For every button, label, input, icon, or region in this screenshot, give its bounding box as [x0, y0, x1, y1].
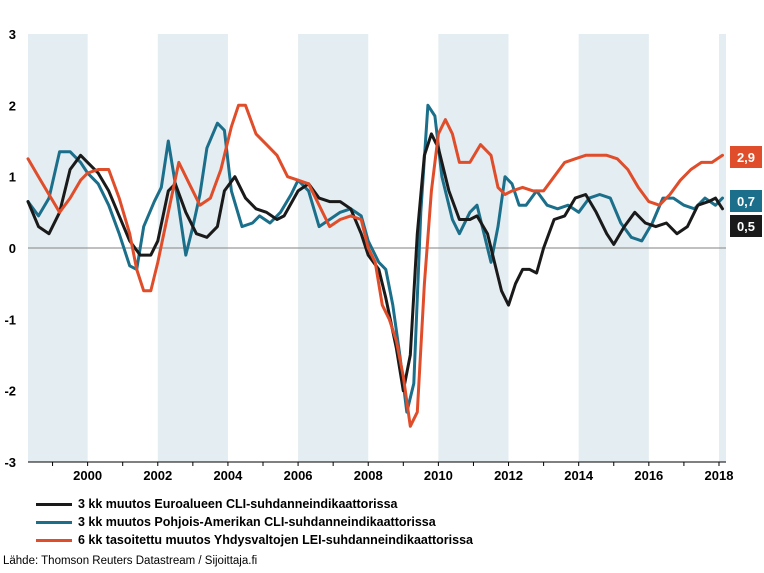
end-label: 2,9 [737, 150, 755, 165]
y-tick-label: 0 [9, 241, 16, 256]
y-tick-label: 2 [9, 98, 16, 113]
end-label: 0,5 [737, 219, 755, 234]
end-label: 0,7 [737, 194, 755, 209]
legend-label: 3 kk muutos Euroalueen CLI-suhdanneindik… [78, 497, 398, 511]
y-axis: 3 2 1 0 -1 -2 -3 [4, 27, 16, 470]
y-tick-label: -2 [4, 384, 16, 399]
x-tick-label: 2002 [143, 468, 172, 483]
x-tick-label: 2008 [354, 468, 383, 483]
legend-swatch [36, 539, 72, 542]
series-lines [26, 103, 724, 428]
y-tick-label: 3 [9, 27, 16, 42]
y-tick-label: -1 [4, 312, 16, 327]
legend-label: 6 kk tasoitettu muutos Yhdysvaltojen LEI… [78, 533, 473, 547]
x-tick-label: 2004 [213, 468, 243, 483]
x-tick-label: 2016 [634, 468, 663, 483]
x-tick-label: 2018 [705, 468, 734, 483]
x-axis: 2000 2002 2004 2006 2008 2010 2012 2014 2016 2018 [28, 461, 734, 483]
legend-swatch [36, 521, 72, 524]
x-tick-label: 2010 [424, 468, 453, 483]
legend-swatch [36, 503, 72, 506]
end-label-box [730, 190, 762, 212]
y-tick-label: 1 [9, 170, 16, 185]
legend-label: 3 kk muutos Pohjois-Amerikan CLI-suhdann… [78, 515, 436, 529]
x-tick-label: 2006 [284, 468, 313, 483]
x-tick-label: 2012 [494, 468, 523, 483]
series-line [26, 103, 724, 428]
end-labels: 0,5 0,7 2,9 [730, 146, 762, 237]
source-note: Lähde: Thomson Reuters Datastream / Sijo… [3, 555, 258, 567]
end-label-box [730, 146, 762, 168]
series-line [26, 103, 724, 414]
x-tick-label: 2014 [564, 468, 594, 483]
end-label-box [730, 215, 762, 237]
x-tick-label: 2000 [73, 468, 102, 483]
y-tick-label: -3 [4, 455, 16, 470]
